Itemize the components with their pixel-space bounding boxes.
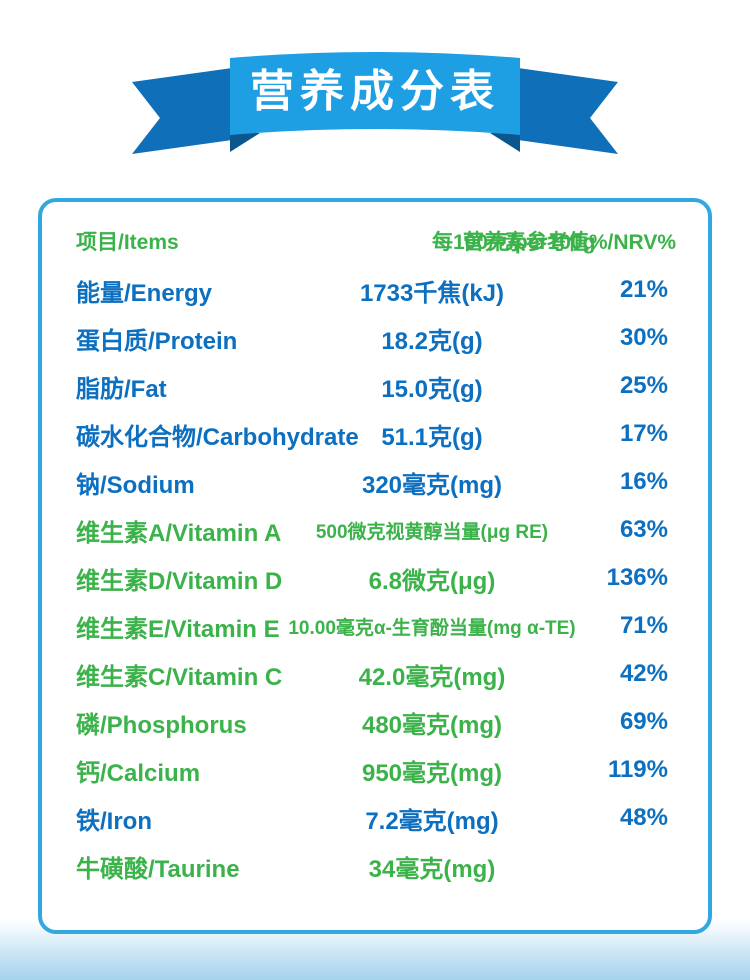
- table-row: 钠/Sodium 320毫克(mg) 16%: [76, 458, 676, 506]
- row-value-cell: 10.00毫克α-生育酚当量(mg α-TE): [288, 613, 575, 640]
- table-body: 能量/Energy 1733千焦(kJ) 21% 蛋白质/Protein 18.…: [76, 266, 676, 890]
- row-name: 牛磺酸/Taurine: [76, 855, 240, 883]
- ribbon-right-fold: [490, 132, 520, 152]
- row-value-cell: 6.8微克(μg): [298, 561, 566, 596]
- header-items: 项目/Items: [76, 231, 179, 254]
- row-nrv: 136%: [606, 564, 668, 591]
- row-value: 6.8微克(μg): [368, 567, 496, 595]
- row-nrv: 69%: [619, 708, 668, 735]
- row-name: 能量/Energy: [76, 279, 213, 307]
- table-row: 维生素E/Vitamin E 10.00毫克α-生育酚当量(mg α-TE) 7…: [76, 602, 676, 650]
- row-name: 脂肪/Fat: [76, 375, 167, 403]
- row-value: 15.0克(g): [381, 375, 483, 403]
- row-name: 磷/Phosphorus: [76, 711, 247, 739]
- row-nrv: 17%: [619, 420, 668, 447]
- row-value-cell: 480毫克(mg): [298, 705, 566, 740]
- nutrition-card: 项目/Items 每100克/per100g 营养素参考值%/NRV% 能量/E…: [38, 198, 712, 934]
- table-row: 脂肪/Fat 15.0克(g) 25%: [76, 362, 676, 410]
- row-value: 320毫克(mg): [361, 471, 503, 499]
- row-value: 480毫克(mg): [361, 711, 503, 739]
- header-per100g: 每100克/per100g: [432, 231, 596, 254]
- row-value: 500微克视黄醇当量(μg RE): [315, 521, 549, 543]
- row-value-cell: 7.2毫克(mg): [298, 801, 566, 836]
- table-row: 维生素A/Vitamin A 500微克视黄醇当量(μg RE) 63%: [76, 506, 676, 554]
- table-row: 蛋白质/Protein 18.2克(g) 30%: [76, 314, 676, 362]
- table-row: 磷/Phosphorus 480毫克(mg) 69%: [76, 698, 676, 746]
- row-name: 维生素C/Vitamin C: [76, 663, 283, 691]
- table-header: 项目/Items 每100克/per100g 营养素参考值%/NRV%: [76, 216, 676, 266]
- row-nrv: 63%: [619, 516, 668, 543]
- row-nrv: 119%: [607, 756, 668, 783]
- row-value: 1733千焦(kJ): [359, 279, 505, 307]
- row-name: 钠/Sodium: [76, 471, 195, 499]
- row-name: 维生素E/Vitamin E: [76, 615, 280, 643]
- table-row: 牛磺酸/Taurine 34毫克(mg): [76, 842, 676, 890]
- row-name: 铁/Iron: [76, 807, 152, 835]
- row-value-cell: 500微克视黄醇当量(μg RE): [298, 517, 566, 544]
- row-nrv: 71%: [619, 612, 668, 639]
- ribbon-right-tail: [518, 68, 618, 154]
- row-nrv: 16%: [619, 468, 668, 495]
- row-value-cell: 1733千焦(kJ): [298, 273, 566, 308]
- row-nrv: 42%: [619, 660, 668, 687]
- table-row: 维生素D/Vitamin D 6.8微克(μg) 136%: [76, 554, 676, 602]
- row-value-cell: 42.0毫克(mg): [298, 657, 566, 692]
- row-value-cell: 15.0克(g): [298, 369, 566, 404]
- row-nrv: 30%: [619, 324, 668, 351]
- ribbon-banner: 营养成分表: [132, 52, 618, 154]
- row-value: 950毫克(mg): [361, 759, 503, 787]
- ribbon-center: [230, 52, 520, 135]
- row-value: 18.2克(g): [381, 327, 483, 355]
- row-value: 42.0毫克(mg): [358, 663, 506, 691]
- row-value: 10.00毫克α-生育酚当量(mg α-TE): [288, 617, 576, 639]
- table-row: 钙/Calcium 950毫克(mg) 119%: [76, 746, 676, 794]
- ribbon-left-tail: [132, 68, 232, 154]
- table-row: 能量/Energy 1733千焦(kJ) 21%: [76, 266, 676, 314]
- row-name: 碳水化合物/Carbohydrate: [76, 423, 359, 451]
- row-nrv: 21%: [619, 276, 668, 303]
- row-value-cell: 320毫克(mg): [298, 465, 566, 500]
- row-value-cell: 18.2克(g): [298, 321, 566, 356]
- row-value-cell: 34毫克(mg): [298, 849, 566, 884]
- row-value: 51.1克(g): [381, 423, 483, 451]
- row-name: 维生素D/Vitamin D: [76, 567, 283, 595]
- row-name: 维生素A/Vitamin A: [76, 519, 282, 547]
- row-name: 蛋白质/Protein: [76, 327, 238, 355]
- row-value-cell: 950毫克(mg): [298, 753, 566, 788]
- row-value: 34毫克(mg): [368, 855, 496, 883]
- row-name: 钙/Calcium: [76, 759, 201, 787]
- table-row: 铁/Iron 7.2毫克(mg) 48%: [76, 794, 676, 842]
- banner-title: 营养成分表: [250, 67, 500, 116]
- table-row: 碳水化合物/Carbohydrate 51.1克(g) 17%: [76, 410, 676, 458]
- row-value: 7.2毫克(mg): [365, 807, 499, 835]
- row-nrv: 25%: [619, 372, 668, 399]
- header-nrv: 营养素参考值%/NRV%: [462, 231, 676, 254]
- row-value-cell: 51.1克(g): [298, 417, 566, 452]
- row-nrv: 48%: [619, 804, 668, 831]
- table-row: 维生素C/Vitamin C 42.0毫克(mg) 42%: [76, 650, 676, 698]
- ribbon-left-fold: [230, 132, 260, 152]
